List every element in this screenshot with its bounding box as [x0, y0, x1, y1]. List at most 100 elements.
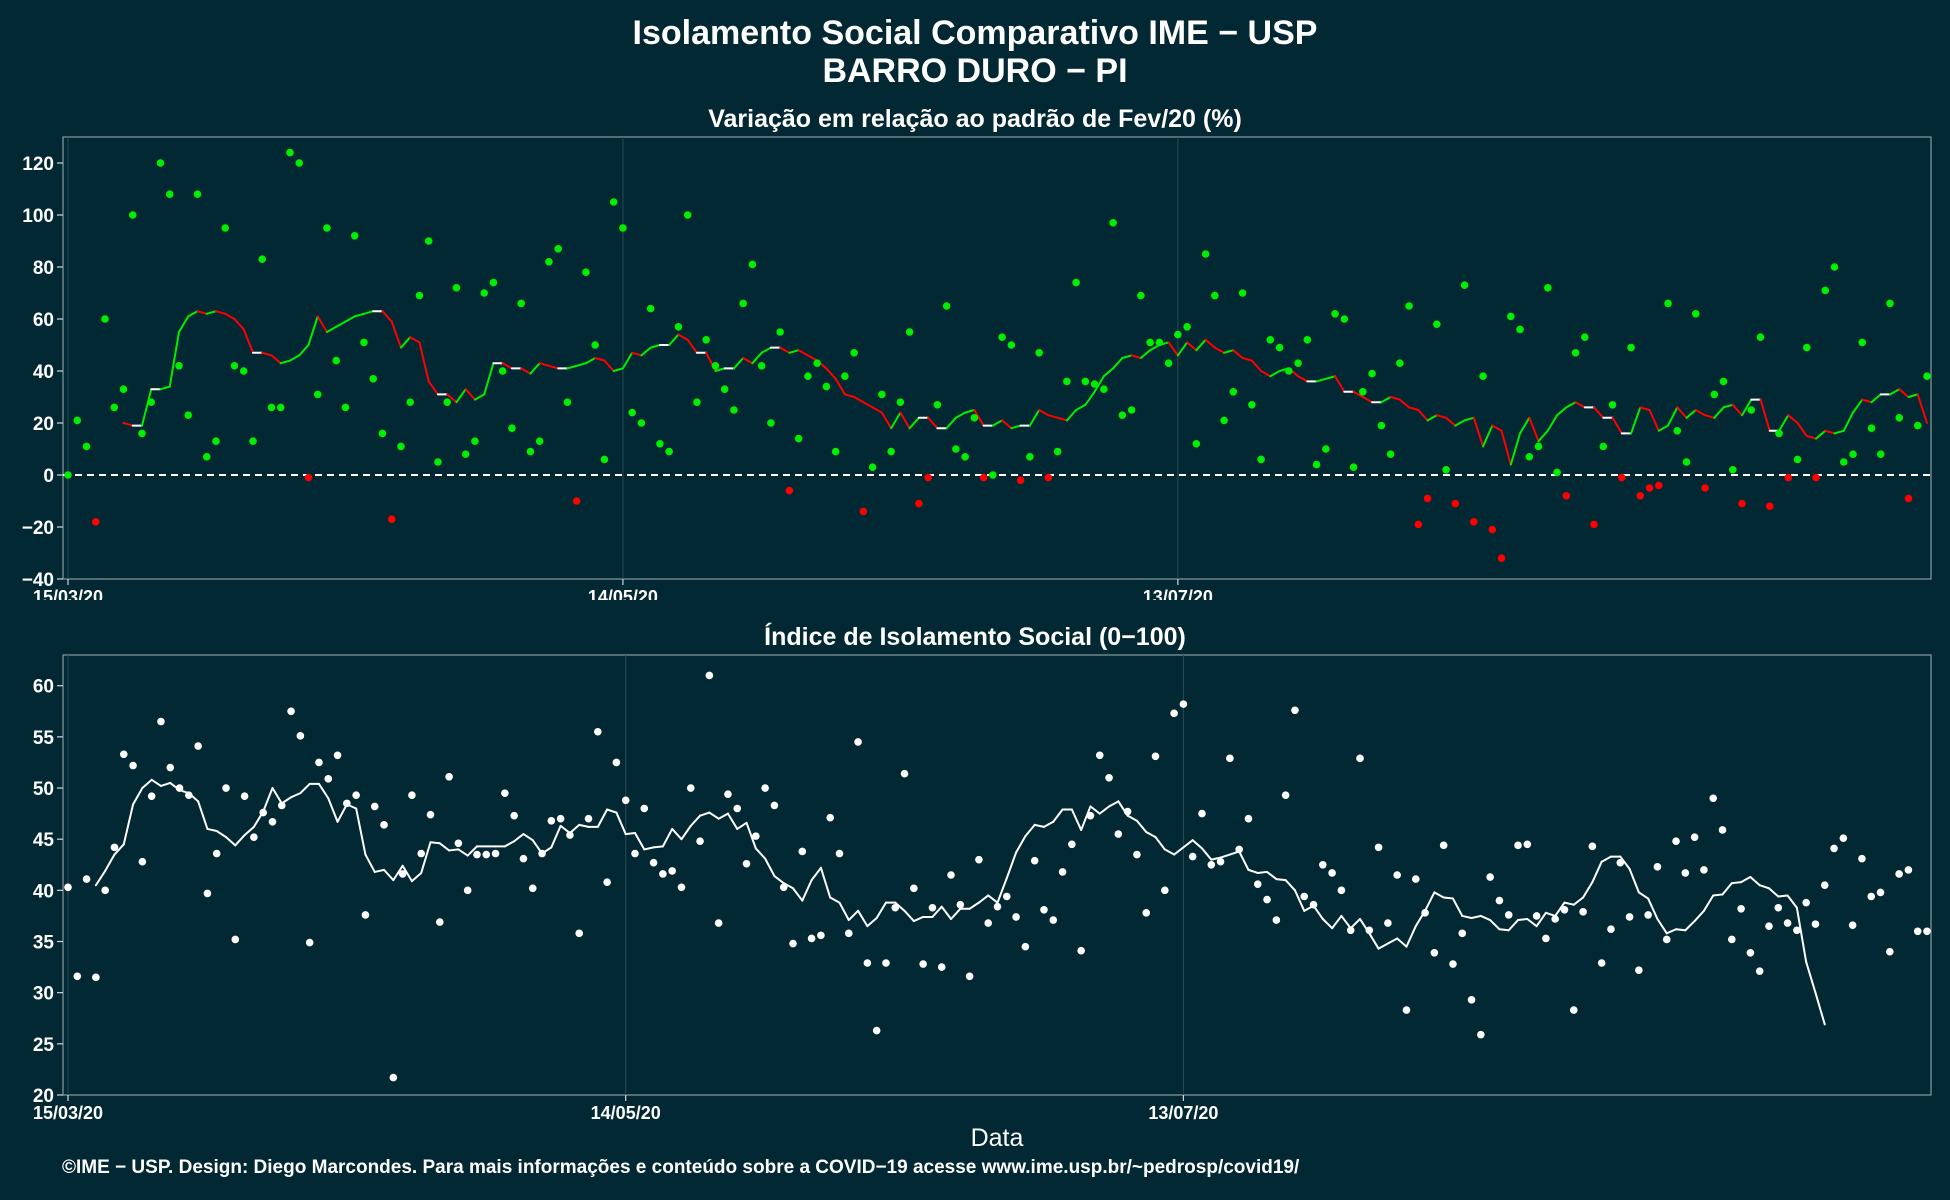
- moving-average-segment: [1491, 424, 1503, 432]
- data-point: [286, 148, 294, 157]
- moving-average-segment: [550, 824, 562, 849]
- plot-panel: [62, 654, 1932, 1096]
- data-point: [1058, 868, 1067, 876]
- data-point: [733, 804, 742, 813]
- moving-average-segment: [538, 362, 550, 367]
- moving-average-segment: [1815, 429, 1827, 440]
- moving-average-segment: [196, 310, 208, 315]
- moving-average-segment: [1284, 879, 1296, 892]
- moving-average-segment: [466, 845, 478, 857]
- chart-title: Índice de Isolamento Social (0−100): [764, 622, 1186, 651]
- data-point: [1590, 520, 1598, 529]
- y-tick-label: 120: [22, 154, 54, 175]
- moving-average-segment: [1186, 341, 1198, 352]
- moving-average-segment: [1759, 398, 1771, 432]
- moving-average-segment: [760, 346, 772, 354]
- data-point: [1458, 929, 1467, 938]
- data-point: [993, 902, 1002, 911]
- data-point: [826, 813, 834, 822]
- data-point: [1331, 310, 1339, 318]
- data-point: [1402, 1006, 1411, 1014]
- moving-average-segment: [764, 857, 776, 878]
- data-point: [1867, 892, 1876, 901]
- data-point: [1672, 837, 1680, 846]
- moving-average-segment: [483, 362, 495, 396]
- data-point: [835, 849, 844, 858]
- moving-average-segment: [420, 841, 432, 874]
- data-point: [305, 938, 314, 947]
- data-point: [1216, 857, 1225, 866]
- data-point: [1913, 927, 1922, 936]
- data-point: [157, 717, 165, 726]
- moving-average-segment: [954, 411, 967, 419]
- data-point: [1114, 830, 1123, 838]
- data-point: [119, 750, 128, 759]
- moving-average-segment: [1005, 851, 1018, 880]
- data-point: [1174, 330, 1182, 339]
- moving-average-segment: [1702, 894, 1715, 912]
- data-point: [193, 190, 202, 198]
- data-point: [1072, 278, 1080, 287]
- data-point: [1226, 754, 1234, 763]
- data-point: [1439, 841, 1448, 850]
- moving-average-segment: [899, 411, 911, 430]
- data-point: [250, 833, 258, 841]
- data-point: [1040, 905, 1048, 914]
- moving-average-segment: [912, 915, 925, 923]
- data-point: [378, 429, 387, 438]
- data-point: [268, 817, 277, 826]
- moving-average-segment: [1408, 406, 1420, 411]
- data-point: [1904, 866, 1913, 874]
- data-point: [259, 808, 267, 817]
- data-point: [1244, 814, 1253, 823]
- data-point: [1477, 1030, 1485, 1039]
- data-point: [1384, 919, 1392, 927]
- data-point: [538, 849, 546, 858]
- data-point: [138, 857, 147, 866]
- data-point: [489, 278, 498, 287]
- moving-average-segment: [1517, 918, 1529, 922]
- y-tick-label: 20: [33, 1086, 54, 1107]
- moving-average-segment: [668, 333, 680, 346]
- data-point: [975, 855, 983, 864]
- data-point: [1294, 359, 1302, 368]
- moving-average-segment: [325, 325, 338, 333]
- data-point: [942, 302, 951, 310]
- data-point: [863, 959, 872, 967]
- data-point: [1063, 377, 1071, 386]
- data-point: [1192, 440, 1201, 448]
- data-point: [637, 419, 646, 427]
- moving-average-segment: [968, 901, 980, 910]
- data-point: [1340, 315, 1349, 323]
- moving-average-segment: [677, 333, 689, 341]
- moving-average-segment: [1693, 909, 1705, 923]
- data-point: [528, 884, 537, 893]
- data-point: [1337, 886, 1346, 895]
- moving-average-segment: [1572, 896, 1585, 906]
- data-point: [249, 437, 257, 446]
- moving-average-segment: [1556, 406, 1568, 417]
- data-point: [757, 362, 766, 370]
- data-point: [398, 870, 407, 878]
- data-point: [649, 858, 658, 867]
- data-point: [452, 284, 461, 292]
- data-point: [1765, 922, 1773, 930]
- data-point: [352, 791, 360, 799]
- data-point: [566, 831, 574, 839]
- data-point: [463, 886, 472, 895]
- moving-average-segment: [1250, 359, 1263, 372]
- moving-average-segment: [801, 879, 813, 902]
- moving-average-segment: [1451, 897, 1464, 917]
- data-point: [859, 507, 868, 516]
- data-point: [1608, 401, 1617, 409]
- moving-average-segment: [1200, 847, 1213, 861]
- data-point: [1346, 926, 1355, 935]
- moving-average-segment: [1600, 855, 1612, 863]
- data-point: [1049, 916, 1058, 924]
- data-point: [789, 939, 797, 948]
- data-point: [1142, 909, 1151, 917]
- data-point: [1597, 959, 1606, 967]
- data-point: [761, 784, 769, 792]
- data-point: [110, 843, 119, 852]
